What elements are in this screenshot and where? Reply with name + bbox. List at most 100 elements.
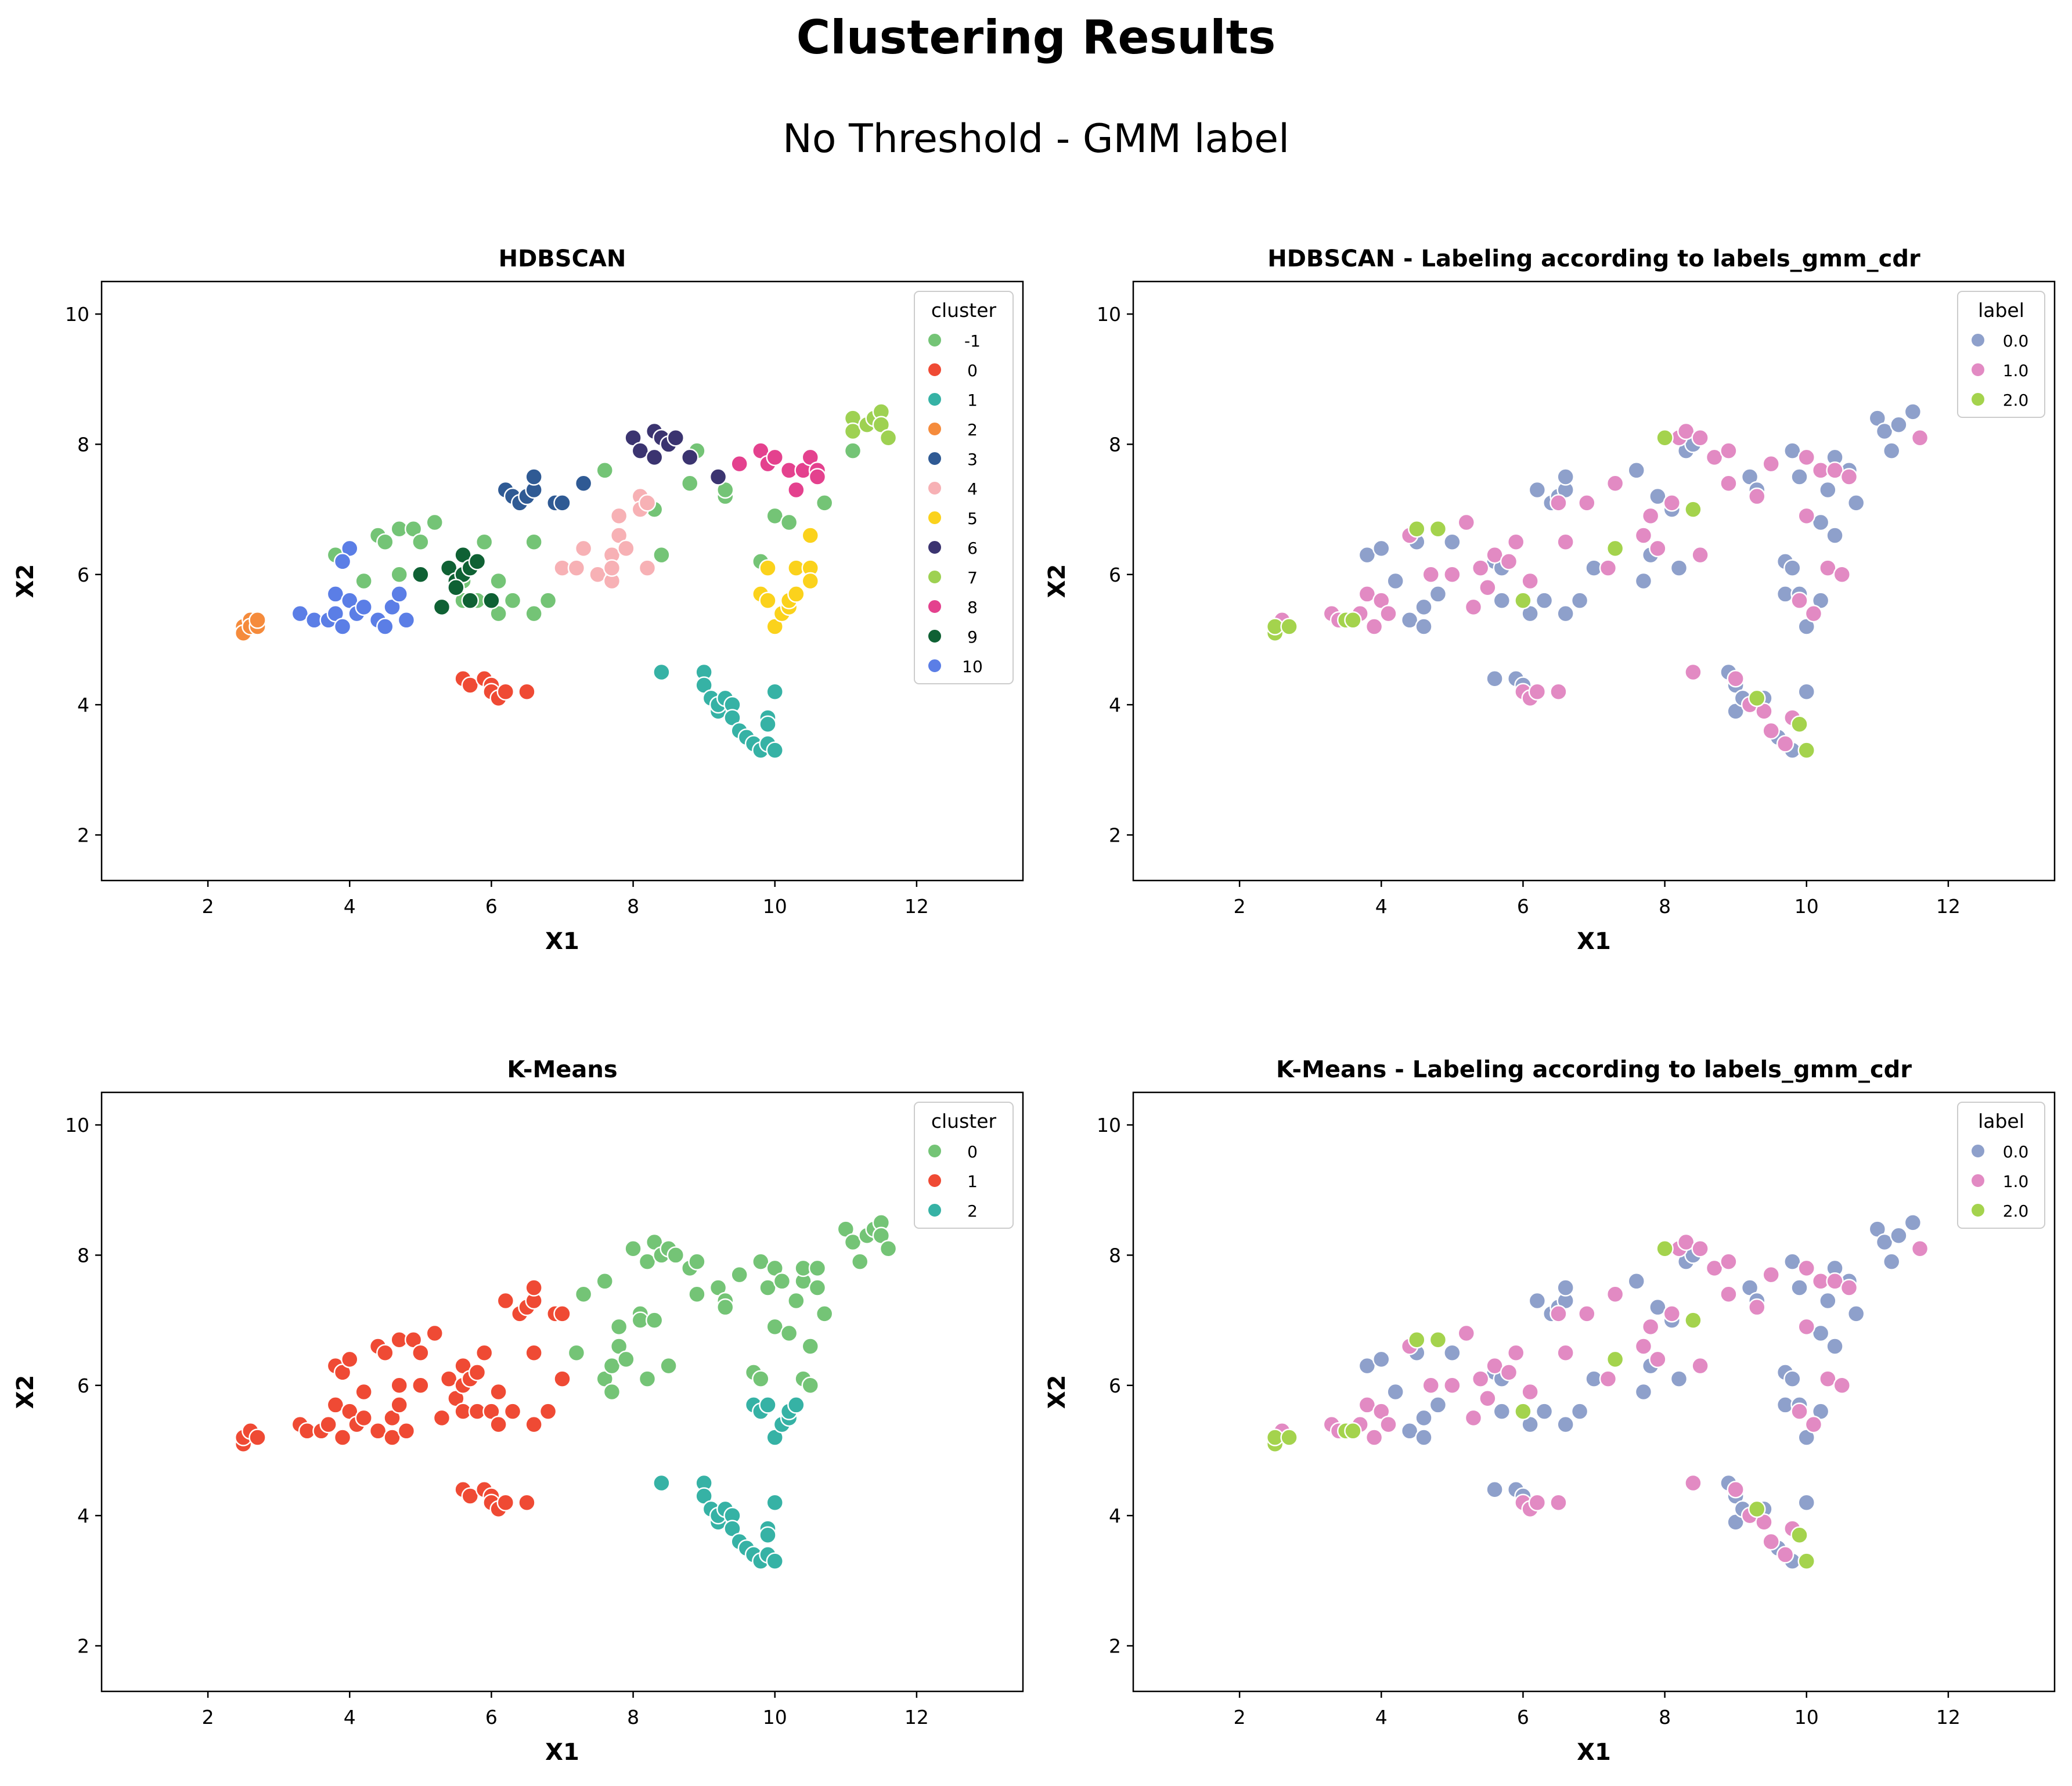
- data-point-series-1: [1528, 683, 1547, 701]
- data-point-series-0: [1790, 468, 1808, 486]
- legend-marker: [1970, 362, 1985, 377]
- data-point-series-1: [1762, 721, 1780, 740]
- legend-title: cluster: [931, 1110, 997, 1132]
- data-point-series-2: [1408, 1331, 1426, 1349]
- data-point-series-1: [1443, 1376, 1461, 1395]
- data-point-series-0: [1386, 1383, 1404, 1401]
- y-tick-label: 6: [77, 1374, 89, 1397]
- y-tick-label: 8: [1109, 433, 1121, 456]
- legend-marker: [927, 451, 942, 466]
- data-point-series-1: [341, 1350, 359, 1369]
- data-point-series-0: [426, 513, 444, 532]
- legend-marker: [1970, 1173, 1985, 1188]
- data-point-series-11: [291, 604, 309, 623]
- data-point-series-0: [1634, 1383, 1653, 1401]
- data-point-series-0: [1556, 468, 1574, 486]
- data-point-series-7: [631, 442, 650, 460]
- data-point-series-1: [1684, 663, 1702, 681]
- legend-label: 0.0: [2003, 1142, 2029, 1161]
- x-tick-label: 2: [202, 895, 214, 918]
- data-point-series-1: [1797, 507, 1815, 525]
- data-point-series-1: [1684, 1474, 1702, 1492]
- data-point-series-9: [766, 448, 784, 467]
- data-point-series-0: [355, 572, 373, 590]
- data-point-series-6: [801, 572, 820, 590]
- chart-title: K-Means - Labeling according to labels_g…: [1276, 1056, 1912, 1083]
- data-point-series-0: [1528, 1291, 1547, 1310]
- data-point-series-1: [1840, 468, 1858, 486]
- x-tick-label: 8: [1659, 1706, 1671, 1729]
- data-point-series-0: [1790, 1279, 1808, 1297]
- data-point-series-1: [1776, 1546, 1794, 1564]
- data-point-series-0: [1386, 572, 1404, 590]
- data-point-series-0: [1535, 591, 1554, 609]
- data-point-series-0: [1415, 1428, 1433, 1446]
- data-point-series-1: [390, 1396, 408, 1414]
- data-point-series-0: [1875, 1233, 1894, 1251]
- legend-label: 2.0: [2003, 1202, 2029, 1221]
- data-point-series-0: [489, 572, 507, 590]
- legend-label: 1.0: [2003, 361, 2029, 380]
- data-point-series-1: [468, 1363, 487, 1381]
- data-point-series-1: [496, 683, 515, 701]
- data-point-series-1: [1358, 585, 1376, 603]
- y-tick-label: 4: [77, 1504, 89, 1527]
- legend-label: 6: [967, 539, 978, 558]
- data-point-series-0: [660, 1356, 678, 1375]
- data-point-series-1: [1691, 428, 1709, 447]
- data-point-series-1: [1677, 1233, 1695, 1251]
- data-point-series-5: [610, 507, 628, 525]
- data-point-series-1: [355, 1409, 373, 1427]
- legend-marker: [927, 1143, 942, 1159]
- data-point-series-1: [1797, 1318, 1815, 1336]
- data-point-series-1: [1379, 604, 1397, 623]
- data-point-series-1: [1479, 1389, 1497, 1408]
- data-point-series-1: [1606, 474, 1624, 492]
- data-point-series-0: [1670, 1370, 1688, 1388]
- data-point-series-2: [759, 1396, 777, 1414]
- data-point-series-1: [383, 1428, 401, 1446]
- data-point-series-2: [766, 741, 784, 759]
- data-point-series-0: [1811, 1324, 1830, 1343]
- data-point-series-0: [1670, 559, 1688, 577]
- chart-title: HDBSCAN: [499, 246, 626, 272]
- data-point-series-4: [574, 474, 593, 492]
- data-point-series-0: [1486, 670, 1504, 688]
- data-point-series-0: [1528, 481, 1547, 499]
- data-point-series-1: [1500, 553, 1518, 571]
- data-point-series-0: [1904, 403, 1922, 421]
- data-point-series-1: [1790, 591, 1808, 609]
- data-point-series-1: [1911, 428, 1929, 447]
- data-point-series-1: [248, 1428, 266, 1446]
- legend-label: 2.0: [2003, 391, 2029, 410]
- data-point-series-1: [525, 1415, 543, 1434]
- data-point-series-1: [1819, 559, 1837, 577]
- data-point-series-1: [1471, 559, 1490, 577]
- plot-frame: [1132, 1091, 2056, 1693]
- legend-box: [914, 291, 1014, 684]
- data-point-series-11: [333, 618, 352, 636]
- data-point-series-2: [1790, 1526, 1808, 1545]
- data-point-series-1: [319, 1415, 337, 1434]
- data-point-series-1: [1705, 1259, 1724, 1278]
- data-point-series-1: [1507, 1344, 1525, 1362]
- data-point-series-0: [610, 1318, 628, 1336]
- legend-label: 1: [967, 1172, 978, 1191]
- y-tick-label: 8: [1109, 1244, 1121, 1267]
- data-point-series-0: [1493, 591, 1511, 609]
- data-point-series-0: [1875, 422, 1894, 441]
- data-point-series-1: [1521, 572, 1539, 590]
- legend-marker: [927, 333, 942, 348]
- data-point-series-0: [766, 1318, 784, 1336]
- data-point-series-0: [638, 1253, 657, 1271]
- data-point-series-0: [1783, 1370, 1801, 1388]
- data-point-series-3: [248, 611, 266, 629]
- data-point-series-0: [1627, 461, 1645, 479]
- legend-title: label: [1978, 1110, 2024, 1132]
- data-point-series-0: [1890, 416, 1908, 434]
- data-point-series-1: [1606, 1285, 1624, 1303]
- data-point-series-1: [1677, 422, 1695, 441]
- data-point-series-1: [1521, 1383, 1539, 1401]
- legend-marker: [927, 392, 942, 407]
